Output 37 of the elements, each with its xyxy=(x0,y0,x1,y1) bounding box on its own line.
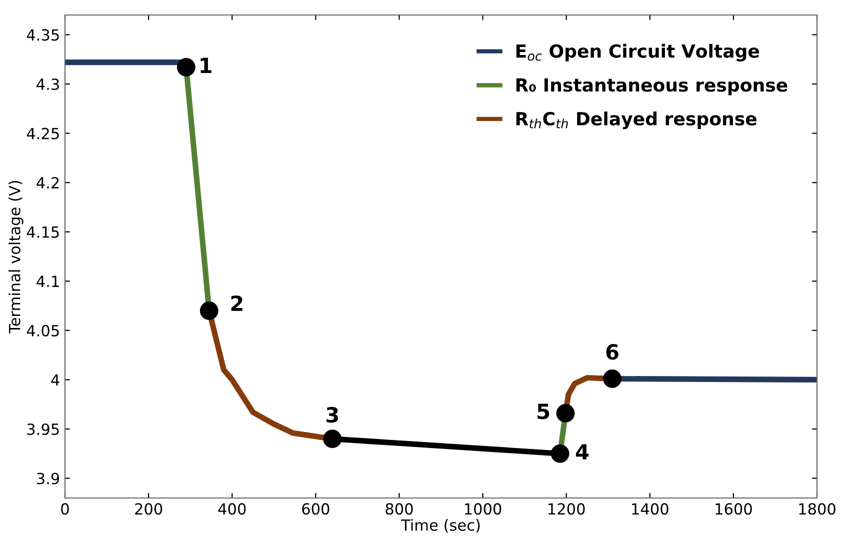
y-tick-label: 4.25 xyxy=(26,128,59,140)
y-tick-label: 4.1 xyxy=(36,276,59,287)
x-tick-label: 1200 xyxy=(548,503,585,515)
y-tick-label: 4.05 xyxy=(26,324,59,336)
point xyxy=(556,404,575,422)
y-tick-label: 4.15 xyxy=(26,226,59,238)
x-axis-title: Time (sec) xyxy=(400,519,480,533)
y-tick-label: 4.3 xyxy=(36,78,59,90)
x-tick-label: 600 xyxy=(302,503,330,515)
annotation: 2 xyxy=(231,295,242,311)
legend-label: E$_{oc}$ Open Circuit Voltage xyxy=(516,44,760,62)
annotation: 5 xyxy=(538,404,550,420)
x-tick-label: 400 xyxy=(218,503,246,515)
point xyxy=(603,370,622,388)
x-tick-label: 1000 xyxy=(465,503,502,515)
point xyxy=(200,302,218,320)
x-tick-label: 1400 xyxy=(632,503,668,515)
x-tick-label: 0 xyxy=(61,503,69,515)
y-tick-label: 4.2 xyxy=(36,177,59,188)
x-tick-label: 1800 xyxy=(799,503,836,515)
annotation: 6 xyxy=(606,344,618,360)
x-tick-label: 800 xyxy=(386,503,413,515)
y-axis-title: Terminal voltage (V) xyxy=(8,180,24,334)
y-tick-label: 4.35 xyxy=(26,29,59,41)
y-tick-label: 4 xyxy=(51,374,60,386)
legend-label: R₀ Instantaneous response xyxy=(516,78,788,96)
annotation: 4 xyxy=(576,444,589,460)
y-tick-label: 3.9 xyxy=(37,472,60,484)
legend-label: R$_{th}$C$_{th}$ Delayed response xyxy=(516,112,756,130)
y-tick-label: 3.95 xyxy=(27,423,59,436)
point xyxy=(550,444,570,463)
annotation: 1 xyxy=(200,58,212,73)
x-tick-label: 1600 xyxy=(716,503,752,515)
x-tick-label: 200 xyxy=(135,503,162,515)
annotation: 3 xyxy=(326,406,338,423)
point xyxy=(323,430,342,448)
point xyxy=(176,58,196,76)
